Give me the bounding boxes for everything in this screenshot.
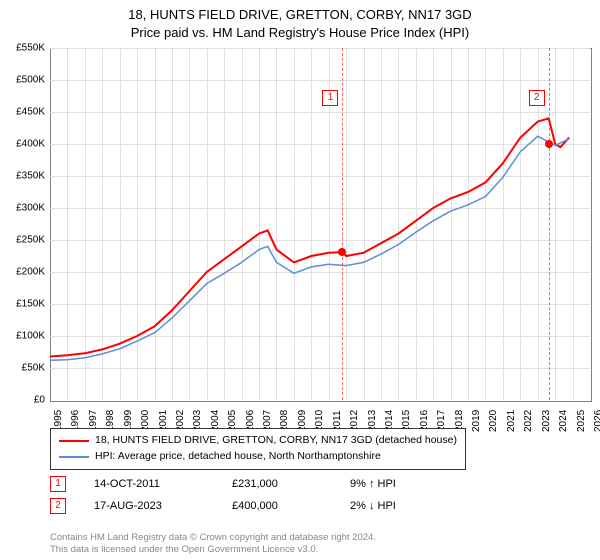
series-line-hpi — [50, 136, 569, 360]
y-axis-label: £0 — [34, 395, 45, 406]
legend-swatch — [59, 456, 89, 458]
x-axis-label: 2019 — [471, 410, 482, 432]
event-date: 14-OCT-2011 — [94, 478, 204, 490]
x-axis-label: 2022 — [523, 410, 534, 432]
footer-line: Contains HM Land Registry data © Crown c… — [50, 532, 590, 544]
y-axis-label: £550K — [16, 43, 45, 54]
footer-attribution: Contains HM Land Registry data © Crown c… — [50, 532, 590, 556]
y-axis-label: £50K — [22, 363, 45, 374]
x-axis-label: 2025 — [576, 410, 587, 432]
chart-area: £0£50K£100K£150K£200K£250K£300K£350K£400… — [50, 48, 590, 400]
event-price: £231,000 — [232, 478, 322, 490]
events-table: 1 14-OCT-2011 £231,000 9% ↑ HPI 2 17-AUG… — [50, 476, 396, 520]
event-dot — [545, 140, 553, 148]
event-marker-icon: 2 — [50, 498, 66, 514]
footer-line: This data is licensed under the Open Gov… — [50, 544, 590, 556]
x-axis-label: 2021 — [506, 410, 517, 432]
title-line-2: Price paid vs. HM Land Registry's House … — [0, 24, 600, 42]
legend-item: 18, HUNTS FIELD DRIVE, GRETTON, CORBY, N… — [59, 433, 457, 449]
event-row: 1 14-OCT-2011 £231,000 9% ↑ HPI — [50, 476, 396, 492]
event-price: £400,000 — [232, 500, 322, 512]
y-axis-label: £500K — [16, 75, 45, 86]
y-axis-label: £200K — [16, 267, 45, 278]
event-dot — [338, 248, 346, 256]
y-axis-label: £250K — [16, 235, 45, 246]
y-axis-label: £300K — [16, 203, 45, 214]
x-axis-label: 2023 — [541, 410, 552, 432]
legend-label: 18, HUNTS FIELD DRIVE, GRETTON, CORBY, N… — [95, 433, 457, 449]
event-pct: 9% ↑ HPI — [350, 478, 396, 490]
event-marker-label: 1 — [322, 90, 338, 106]
title-line-1: 18, HUNTS FIELD DRIVE, GRETTON, CORBY, N… — [0, 6, 600, 24]
chart-title-block: 18, HUNTS FIELD DRIVE, GRETTON, CORBY, N… — [0, 0, 600, 41]
y-axis-label: £400K — [16, 139, 45, 150]
event-date: 17-AUG-2023 — [94, 500, 204, 512]
event-pct: 2% ↓ HPI — [350, 500, 396, 512]
line-chart-svg — [50, 48, 590, 400]
legend-swatch — [59, 440, 89, 442]
event-row: 2 17-AUG-2023 £400,000 2% ↓ HPI — [50, 498, 396, 514]
legend-item: HPI: Average price, detached house, Nort… — [59, 449, 457, 465]
x-axis-label: 2026 — [593, 410, 600, 432]
y-axis-label: £450K — [16, 107, 45, 118]
x-axis-label: 2020 — [488, 410, 499, 432]
y-axis-label: £350K — [16, 171, 45, 182]
x-axis-label: 2024 — [558, 410, 569, 432]
y-axis-label: £150K — [16, 299, 45, 310]
legend: 18, HUNTS FIELD DRIVE, GRETTON, CORBY, N… — [50, 428, 466, 470]
event-marker-label: 2 — [529, 90, 545, 106]
series-line-price_paid — [50, 118, 569, 356]
y-axis-label: £100K — [16, 331, 45, 342]
event-marker-icon: 1 — [50, 476, 66, 492]
legend-label: HPI: Average price, detached house, Nort… — [95, 449, 381, 465]
